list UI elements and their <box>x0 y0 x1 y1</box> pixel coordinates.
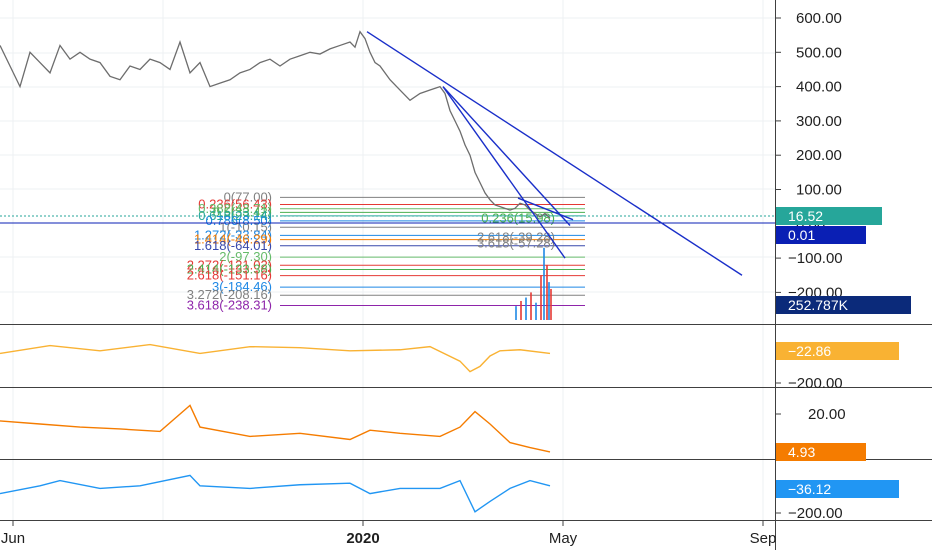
price-badge: −36.12 <box>776 480 899 498</box>
fib-level-label: 1.414(-46.29) <box>194 232 272 247</box>
badge-label: 0.01 <box>788 227 815 243</box>
volume-bar <box>530 292 532 320</box>
badge-box <box>776 342 899 360</box>
volume-bar <box>550 288 552 320</box>
price-badge: 4.93 <box>776 443 866 461</box>
indicator-3-series <box>0 474 551 513</box>
price-badge: 16.52 <box>776 207 882 225</box>
y-tick-label: 200.00 <box>796 147 842 164</box>
fib-level-label: 2(-97.30) <box>219 249 272 264</box>
fib-level-label: 2.414(-133.38) <box>187 262 272 277</box>
fib-level-label: 0.382(43.71) <box>198 201 272 216</box>
volume-bar <box>535 302 537 320</box>
badge-box <box>776 226 866 244</box>
fib-level-label: 0(77.00) <box>224 189 272 204</box>
indicator-2-series <box>0 404 551 453</box>
x-tick-label: Jun <box>1 530 25 547</box>
badge-label: 252.787K <box>788 297 849 313</box>
price-badge: 252.787K <box>776 296 911 314</box>
time-axis[interactable]: Jun 2020 May Sep <box>1 520 776 547</box>
volume-bars <box>515 247 552 320</box>
price-badges: 16.52 0.01 252.787K −22.86 4.93 −36.12 <box>776 207 911 498</box>
fibonacci-labels: 0(77.00)0.236(56.43)0.382(43.71)0.5(33.4… <box>187 189 272 312</box>
badge-box <box>776 443 866 461</box>
fib-level-label: 3.272(-208.16) <box>187 287 272 302</box>
volume-bar <box>520 300 522 320</box>
trendlines[interactable] <box>366 31 743 276</box>
y-tick-label: 300.00 <box>796 113 842 130</box>
price-badge: 0.01 <box>776 226 866 244</box>
badge-label: −22.86 <box>788 343 831 359</box>
fib-level-label: 3(-184.46) <box>212 279 272 294</box>
indicator-3-tick: −200.00 <box>788 505 843 522</box>
indicator-1-series <box>0 343 551 373</box>
indicator-tick-marks <box>775 382 781 514</box>
y-tick-label: 500.00 <box>796 44 842 61</box>
badge-box <box>776 480 899 498</box>
fib-level-label: 3.618(-238.31) <box>187 298 272 313</box>
x-tick-label: May <box>549 530 578 547</box>
volume-bar <box>543 247 545 320</box>
trendline <box>442 86 571 226</box>
y-tick-label: 600.00 <box>796 10 842 27</box>
badge-label: −36.12 <box>788 481 831 497</box>
badge-label: 16.52 <box>788 208 823 224</box>
fib-level-label: 2.272(-121.02) <box>187 257 272 272</box>
badge-box <box>776 296 911 314</box>
volume-bar <box>525 297 527 320</box>
volume-bar <box>515 306 517 320</box>
indicator-2-tick: 20.00 <box>808 406 846 423</box>
horizontal-gridlines <box>0 17 775 293</box>
volume-bar <box>540 275 542 320</box>
badge-label: 4.93 <box>788 444 815 460</box>
x-tick-label: 2020 <box>346 530 379 547</box>
y-tick-label: 400.00 <box>796 79 842 96</box>
price-badge: −22.86 <box>776 342 899 360</box>
fib-level-label: 0.618(23.14) <box>198 208 272 223</box>
y-tick-label: −100.00 <box>788 250 843 267</box>
fib-level-label: 1.618(-64.01) <box>194 238 272 253</box>
volume-bar <box>548 282 550 320</box>
fib-level-label: 0.786(8.50) <box>206 213 273 228</box>
plot-background <box>0 0 775 550</box>
volume-bar <box>546 264 548 320</box>
fib-small-label: 2.618(-39.28) <box>477 229 555 244</box>
fib-small-label: 3.618(-57.28) <box>477 235 555 250</box>
y-tick-label: 100.00 <box>796 182 842 199</box>
x-tick-label: Sep <box>750 530 777 547</box>
fib-level-label: 2.618(-151.16) <box>187 268 272 283</box>
fib-level-label: 0.236(56.43) <box>198 196 272 211</box>
trendline <box>366 31 743 276</box>
badge-box <box>776 207 882 225</box>
fib-level-label: 1.272(-33.84) <box>194 227 272 242</box>
price-series <box>0 30 551 219</box>
trendline <box>517 197 574 221</box>
trendline <box>442 86 566 259</box>
indicator-1-tick: −200.00 <box>788 375 843 392</box>
